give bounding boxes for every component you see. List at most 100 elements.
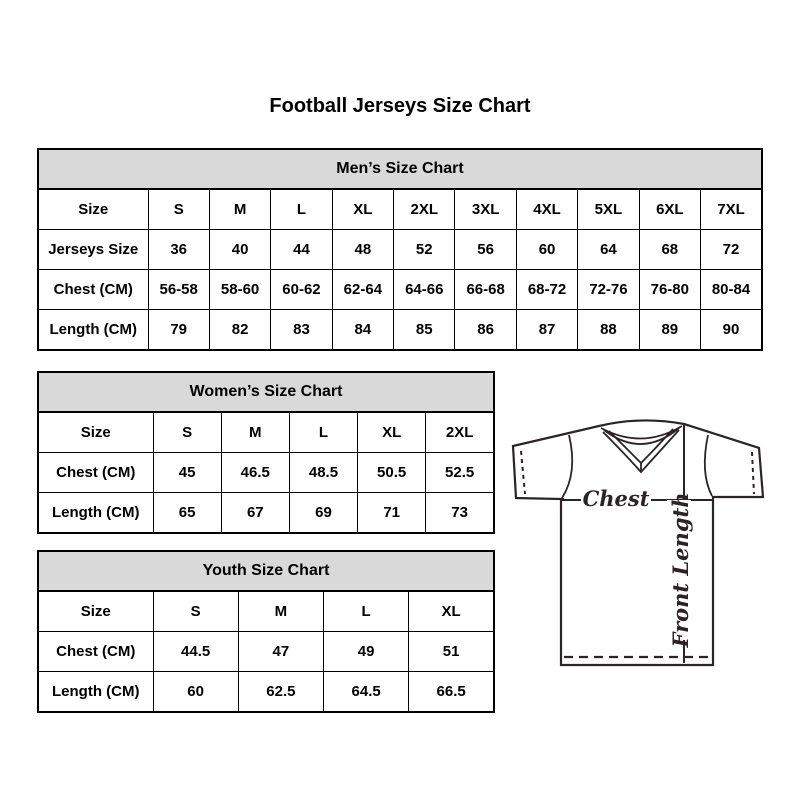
youth-cell-2-0: Length (CM) [37, 671, 154, 713]
right-cuff-dashed-line [751, 451, 755, 495]
youth-cell-2-3: 64.5 [322, 671, 410, 713]
womens-cell-0-3: L [288, 411, 359, 453]
front-length-measure-label: Front Length [668, 493, 693, 649]
womens-cell-0-4: XL [357, 411, 427, 453]
mens-cell-1-2: 40 [208, 229, 272, 270]
mens-cell-2-3: 60-62 [270, 269, 333, 310]
mens-cell-2-5: 64-66 [393, 269, 456, 310]
womens-cell-2-2: 67 [220, 492, 290, 534]
mens-row-0: Size S M L XL 2XL 3XL 4XL 5XL 6XL 7XL [37, 188, 763, 230]
mens-cell-0-0: Size [37, 188, 149, 230]
womens-cell-2-5: 73 [425, 492, 495, 534]
mens-cell-3-3: 83 [270, 309, 333, 351]
mens-cell-1-10: 72 [700, 229, 763, 270]
mens-cell-3-7: 87 [515, 309, 579, 351]
womens-table-header-row: Women’s Size Chart [37, 371, 495, 413]
bottom-section: Women’s Size Chart Size S M L XL 2XL Chest (CM)… [37, 371, 765, 713]
womens-cell-2-3: 69 [288, 492, 359, 534]
mens-cell-0-7: 4XL [515, 188, 579, 230]
right-armhole-seam [703, 434, 713, 497]
front-length-label-mask [667, 500, 691, 640]
mens-cell-1-9: 68 [638, 229, 702, 270]
mens-row-1: Jerseys Size 36 40 44 48 52 56 60 64 68 72 [37, 229, 763, 270]
womens-cell-0-1: S [152, 411, 222, 453]
youth-cell-0-3: L [322, 590, 410, 632]
mens-row-2: Chest (CM) 56-58 58-60 60-62 62-64 64-66 66-68… [37, 269, 763, 310]
mens-cell-1-7: 60 [515, 229, 579, 270]
mens-cell-0-5: 2XL [393, 188, 456, 230]
mens-cell-3-9: 89 [638, 309, 702, 351]
mens-cell-0-9: 6XL [638, 188, 702, 230]
womens-row-1: Chest (CM) 45 46.5 48.5 50.5 52.5 [37, 452, 495, 493]
collar-arc-inner [603, 427, 680, 445]
mens-cell-3-0: Length (CM) [37, 309, 149, 351]
mens-cell-1-1: 36 [147, 229, 210, 270]
womens-table-title: Women’s Size Chart [37, 371, 495, 413]
mens-cell-3-5: 85 [393, 309, 456, 351]
mens-cell-1-5: 52 [393, 229, 456, 270]
front-length-label-group: Front Length [667, 493, 693, 649]
mens-cell-3-6: 86 [454, 309, 517, 351]
mens-cell-0-10: 7XL [700, 188, 763, 230]
womens-cell-1-4: 50.5 [357, 452, 427, 493]
mens-table-header-row: Men’s Size Chart [37, 148, 763, 190]
youth-size-table: Youth Size Chart Size S M L XL Chest (CM) 44.5 4… [37, 550, 495, 713]
youth-table-title: Youth Size Chart [37, 550, 495, 592]
youth-cell-2-2: 62.5 [237, 671, 325, 713]
youth-cell-1-0: Chest (CM) [37, 631, 154, 672]
youth-cell-0-4: XL [408, 590, 495, 632]
mens-cell-2-1: 56-58 [147, 269, 210, 310]
womens-cell-1-0: Chest (CM) [37, 452, 154, 493]
youth-cell-1-2: 47 [237, 631, 325, 672]
womens-size-table: Women’s Size Chart Size S M L XL 2XL Chest (CM)… [37, 371, 495, 534]
jersey-outline [511, 419, 765, 667]
youth-row-2: Length (CM) 60 62.5 64.5 66.5 [37, 671, 495, 713]
mens-cell-3-10: 90 [700, 309, 763, 351]
mens-cell-0-4: XL [331, 188, 395, 230]
womens-cell-2-0: Length (CM) [37, 492, 154, 534]
page-title: Football Jerseys Size Chart [269, 95, 531, 117]
womens-cell-1-5: 52.5 [425, 452, 495, 493]
mens-cell-3-4: 84 [331, 309, 395, 351]
mens-row-3: Length (CM) 79 82 83 84 85 86 87 88 89 90 [37, 309, 763, 351]
youth-cell-1-4: 51 [408, 631, 495, 672]
mens-size-table: Men’s Size Chart Size S M L XL 2XL 3XL 4XL 5XL 6XL… [37, 148, 763, 351]
mens-cell-1-0: Jerseys Size [37, 229, 149, 270]
mens-cell-0-2: M [208, 188, 272, 230]
youth-row-1: Chest (CM) 44.5 47 49 51 [37, 631, 495, 672]
youth-cell-0-1: S [152, 590, 239, 632]
womens-cell-0-5: 2XL [425, 411, 495, 453]
womens-row-2: Length (CM) 65 67 69 71 73 [37, 492, 495, 534]
youth-cell-2-1: 60 [152, 671, 239, 713]
womens-cell-1-2: 46.5 [220, 452, 290, 493]
mens-cell-0-1: S [147, 188, 210, 230]
youth-row-0: Size S M L XL [37, 590, 495, 632]
mens-cell-1-3: 44 [270, 229, 333, 270]
womens-row-0: Size S M L XL 2XL [37, 411, 495, 453]
youth-cell-0-0: Size [37, 590, 154, 632]
mens-cell-1-4: 48 [331, 229, 395, 270]
mens-table-title: Men’s Size Chart [37, 148, 763, 190]
mens-cell-1-8: 64 [577, 229, 640, 270]
mens-cell-2-6: 66-68 [454, 269, 517, 310]
youth-table-header-row: Youth Size Chart [37, 550, 495, 592]
womens-cell-0-2: M [220, 411, 290, 453]
mens-cell-1-6: 56 [454, 229, 517, 270]
womens-cell-0-0: Size [37, 411, 154, 453]
mens-cell-2-8: 72-76 [577, 269, 640, 310]
mens-cell-2-2: 58-60 [208, 269, 272, 310]
youth-cell-1-1: 44.5 [152, 631, 239, 672]
left-cuff-dashed-line [520, 450, 526, 495]
youth-cell-0-2: M [237, 590, 325, 632]
chest-measure-label: Chest [583, 486, 650, 511]
womens-cell-1-3: 48.5 [288, 452, 359, 493]
mens-cell-0-8: 5XL [577, 188, 640, 230]
mens-cell-2-7: 68-72 [515, 269, 579, 310]
mens-cell-2-0: Chest (CM) [37, 269, 149, 310]
womens-cell-1-1: 45 [152, 452, 222, 493]
chest-label-mask [581, 488, 651, 510]
mens-cell-0-3: L [270, 188, 333, 230]
mens-cell-3-2: 82 [208, 309, 272, 351]
youth-cell-2-4: 66.5 [408, 671, 495, 713]
mens-cell-3-8: 88 [577, 309, 640, 351]
